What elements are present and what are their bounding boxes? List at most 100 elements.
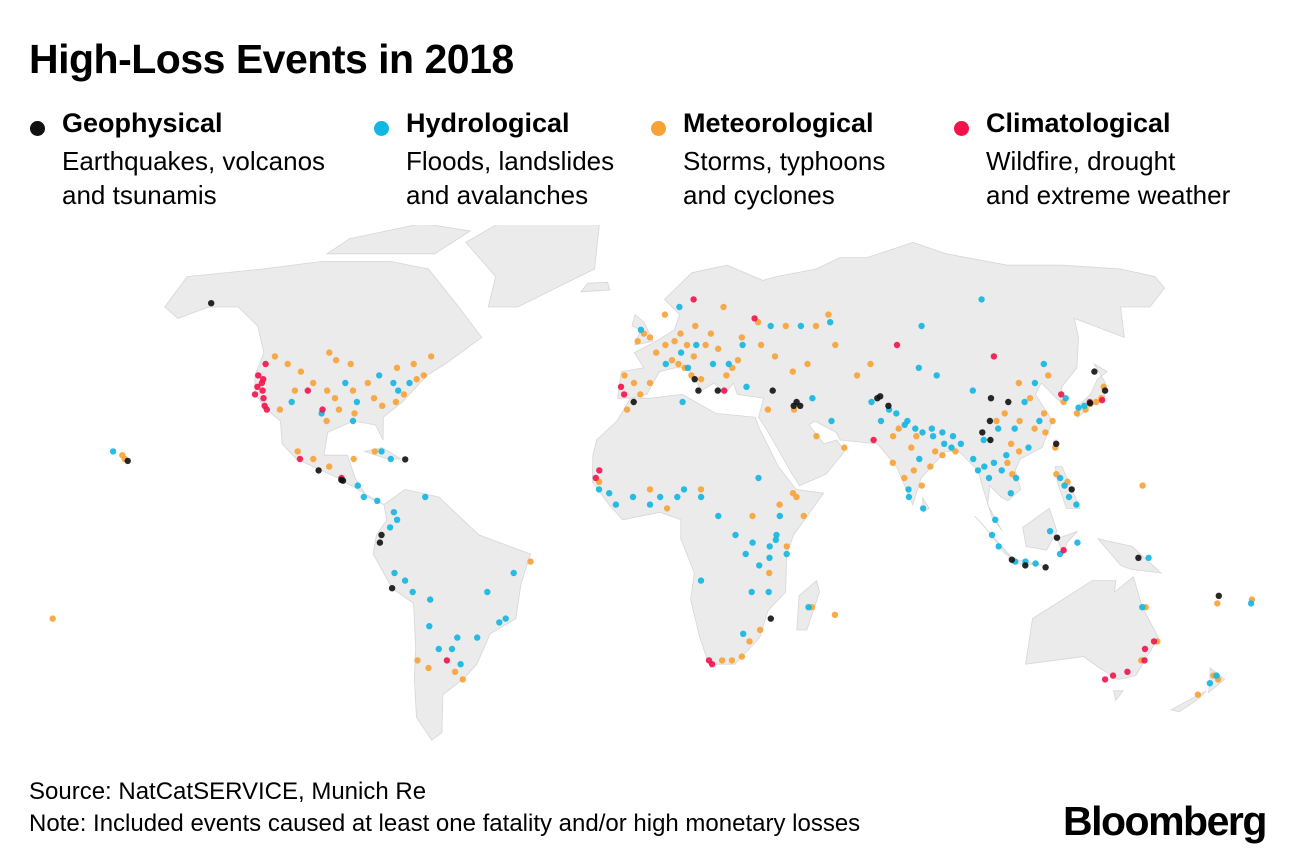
hydrological-event-dot [435, 645, 442, 653]
meteorological-event-dot [271, 353, 279, 360]
geophysical-event-dot [987, 436, 994, 444]
meteorological-event-dot [527, 558, 534, 565]
hydrological-event-dot [773, 531, 780, 539]
meteorological-event-dot [720, 303, 727, 311]
climatological-event-dot [620, 391, 628, 398]
chart-title: High-Loss Events in 2018 [29, 36, 514, 82]
hydrological-event-dot [457, 661, 464, 668]
hydrological-event-dot [715, 512, 722, 520]
meteorological-event-dot [723, 372, 730, 379]
legend-description: Earthquakes, volcanos and tsunamis [62, 146, 326, 210]
meteorological-event-dot [707, 330, 715, 337]
hydrological-event-dot [679, 398, 686, 406]
hydrological-event-dot [948, 444, 955, 451]
meteorological-event-dot [690, 353, 697, 360]
climatological-event-dot [596, 467, 603, 474]
hydrological-event-dot [739, 341, 746, 349]
hydrological-event-dot [1075, 404, 1082, 411]
hydrological-event-dot [1003, 452, 1010, 459]
geophysical-event-dot [1042, 564, 1049, 571]
meteorological-event-dot [782, 322, 789, 330]
world-map [49, 225, 1256, 741]
meteorological-event-dot [1016, 417, 1023, 425]
geophysical-event-dot [1091, 368, 1098, 375]
hydrological-event-dot [376, 372, 383, 379]
meteorological-event-dot [662, 341, 669, 349]
hydrological-event-dot [1040, 360, 1048, 368]
climatological-event-dot [1124, 668, 1131, 675]
hydrological-event-dot [393, 516, 401, 523]
meteorological-event-dot [414, 657, 421, 664]
hydrological-event-dot [697, 577, 705, 584]
hydrological-event-dot [988, 531, 996, 539]
climatological-event-dot [870, 436, 877, 444]
hydrological-event-dot [877, 417, 885, 425]
hydrological-event-dot [1145, 554, 1152, 561]
meteorological-event-dot [738, 334, 745, 341]
hydrological-event-dot [939, 429, 946, 436]
hydrological-event-dot [1213, 672, 1220, 679]
climatological-event-dot [251, 391, 259, 398]
meteorological-event-dot [1214, 600, 1221, 607]
land-tasmania [1112, 690, 1124, 702]
meteorological-event-dot [291, 387, 299, 394]
meteorological-event-dot [1007, 440, 1015, 447]
climatological-event-dot [1150, 638, 1158, 645]
meteorological-event-dot [853, 372, 861, 379]
meteorological-event-dot [451, 668, 459, 675]
meteorological-event-dot [621, 372, 628, 379]
hydrological-event-dot [1046, 528, 1054, 535]
meteorological-event-dot [734, 357, 742, 364]
meteorological-event-dot [335, 406, 343, 413]
hydrological-event-dot [933, 372, 940, 379]
climatological-event-dot [263, 406, 270, 413]
climatological-event-dot [705, 657, 713, 664]
hydrological-event-dot [827, 319, 834, 326]
hydrological-event-dot [1032, 560, 1039, 567]
climatological-event-dot [1058, 391, 1065, 398]
meteorological-event-dot [939, 452, 946, 459]
hydrological-event-dot [1247, 600, 1255, 607]
hydrological-event-dot [743, 383, 750, 390]
meteorological-event-dot [692, 322, 699, 330]
meteorological-event-dot [1031, 425, 1038, 432]
footnote: Note: Included events caused at least on… [29, 810, 861, 837]
geophysical-event-dot [986, 417, 994, 425]
meteorological-event-dot [908, 444, 915, 451]
meteorological-event-dot [637, 391, 644, 398]
meteorological-event-dot [1194, 691, 1202, 698]
geophysical-event-dot [877, 393, 884, 400]
meteorological-dot-icon [651, 121, 666, 136]
hydrological-event-dot [749, 539, 756, 546]
legend-description: Storms, typhoons and cyclones [683, 146, 886, 210]
meteorological-event-dot [413, 376, 420, 383]
hydrological-event-dot [1061, 482, 1068, 489]
hydrological-event-dot [353, 398, 361, 406]
hydrological-event-dot [422, 493, 429, 501]
hydrological-event-dot [766, 543, 773, 550]
meteorological-event-dot [294, 448, 301, 455]
meteorological-event-dot [804, 360, 811, 368]
climatological-event-dot [751, 315, 758, 322]
meteorological-event-dot [276, 406, 284, 413]
hydrological-event-dot [391, 569, 398, 577]
meteorological-event-dot [661, 311, 669, 318]
meteorological-event-dot [1026, 395, 1034, 402]
hydrological-event-dot [709, 360, 717, 368]
meteorological-event-dot [310, 379, 317, 387]
climatological-event-dot [1109, 672, 1117, 679]
hydrological-event-dot [378, 448, 385, 455]
meteorological-event-dot [671, 338, 678, 345]
meteorological-event-dot [771, 353, 779, 360]
hydrological-event-dot [756, 562, 763, 569]
hydrological-event-dot [390, 509, 398, 516]
land-eurasia [617, 241, 1166, 532]
meteorological-event-dot [677, 330, 684, 337]
hydrological-event-dot [772, 536, 779, 544]
meteorological-event-dot [410, 360, 417, 368]
geophysical-event-dot [630, 398, 637, 406]
climatological-event-dot [990, 353, 998, 360]
hydrological-event-dot [1025, 444, 1032, 451]
hydrological-event-dot [981, 463, 988, 470]
geophysical-event-dot [987, 395, 995, 402]
